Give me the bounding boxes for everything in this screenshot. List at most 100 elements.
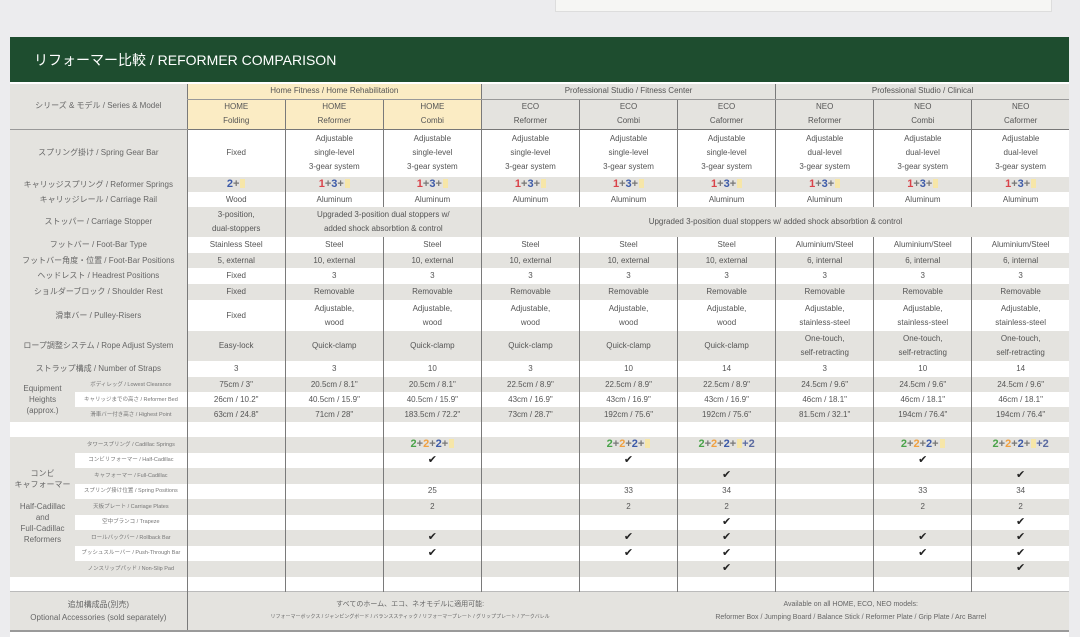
spec-cell: 24.5cm / 9.6" bbox=[775, 377, 874, 392]
spec-cell bbox=[480, 561, 580, 577]
spec-row: 滑車バー / Pulley-Risers Fixed Adjustable, woo… bbox=[10, 300, 1069, 331]
spring-count: + bbox=[533, 178, 540, 190]
spec-cell bbox=[578, 514, 678, 530]
yellow-spring-mark bbox=[541, 179, 546, 188]
model-header: NEO Caformer bbox=[971, 99, 1069, 130]
spec-cell bbox=[578, 561, 678, 577]
spec-cell bbox=[480, 545, 580, 561]
spacer-row bbox=[10, 422, 1069, 437]
spring-count: 1 bbox=[612, 178, 620, 190]
check-icon: ✔ bbox=[721, 469, 732, 482]
check-icon: ✔ bbox=[1016, 531, 1026, 544]
series-model-label: シリーズ & モデル / Series & Model bbox=[10, 84, 188, 130]
spec-cell: 3 bbox=[578, 268, 678, 284]
check-icon: ✔ bbox=[623, 531, 634, 544]
yellow-spring-mark bbox=[1031, 179, 1037, 188]
spec-cell: 40.5cm / 15.9" bbox=[284, 392, 384, 407]
spec-cell bbox=[775, 468, 874, 484]
spec-cell bbox=[284, 561, 384, 577]
spring-count: 2 bbox=[606, 438, 613, 451]
model-header: ECO Reformer bbox=[480, 99, 580, 130]
spec-row: ヘッドレスト / Headrest Positions Fixed 3 3 3 3 3 3 3 3 bbox=[10, 268, 1069, 284]
spring-count: + bbox=[521, 178, 528, 190]
spec-cell: 2+2+2+ bbox=[873, 437, 972, 453]
spec-cell: Adjustable, wood bbox=[382, 300, 482, 331]
model-name: Reformer bbox=[513, 116, 548, 125]
spring-count: + bbox=[1011, 438, 1018, 451]
row-label: 滑車バー / Pulley-Risers bbox=[10, 300, 188, 331]
spec-cell bbox=[382, 514, 482, 530]
spec-row: フットバー / Foot-Bar Type Stainless Steel Stee… bbox=[10, 237, 1069, 253]
model-line: ECO bbox=[521, 102, 540, 111]
spring-count: + bbox=[429, 438, 436, 451]
spec-row: キャリッジレール / Carriage Rail Wood Aluminum Alum… bbox=[10, 192, 1069, 207]
spacer-row bbox=[10, 576, 1069, 592]
spec-cell bbox=[480, 514, 580, 530]
spring-count: 2 bbox=[1005, 438, 1012, 451]
spec-cell: 3 bbox=[382, 268, 482, 284]
spec-cell: Adjustable, stainless-steel bbox=[971, 300, 1069, 331]
group-header-row: シリーズ & モデル / Series & Model Home Fitness … bbox=[10, 84, 1069, 130]
spec-cell: 6, internal bbox=[775, 253, 874, 268]
row-label: ロールバックバー / Rollback Bar bbox=[75, 530, 188, 546]
spec-cell bbox=[873, 514, 972, 530]
spec-cell: 3 bbox=[677, 268, 776, 284]
spec-cell: Adjustable single-level 3-gear system bbox=[284, 129, 384, 177]
spec-cell bbox=[284, 545, 384, 561]
spec-cell bbox=[775, 499, 874, 515]
spec-row: ショルダーブロック / Shoulder Rest Fixed Removable R… bbox=[10, 284, 1069, 300]
spec-cell: 192cm / 75.6" bbox=[677, 407, 776, 422]
spring-count: + bbox=[324, 178, 332, 190]
spec-cell: Quick-clamp bbox=[284, 331, 384, 361]
spec-cell: Upgraded 3-position dual stoppers w/ add… bbox=[284, 207, 482, 237]
spring-count: + bbox=[919, 438, 927, 451]
check-icon: ✔ bbox=[918, 546, 928, 559]
spring-count: + bbox=[337, 178, 344, 190]
spec-cell: Adjustable dual-level 3-gear system bbox=[873, 129, 972, 177]
spec-cell: Aluminum bbox=[775, 192, 874, 207]
yellow-spring-mark bbox=[442, 179, 448, 188]
spec-cell: Easy-lock bbox=[186, 331, 286, 361]
spec-cell: Upgraded 3-position dual stoppers w/ add… bbox=[480, 207, 1069, 237]
check-icon: ✔ bbox=[427, 531, 437, 544]
spec-cell bbox=[186, 468, 286, 484]
spec-cell: 20.5cm / 8.1" bbox=[284, 377, 384, 392]
spring-count: 1 bbox=[711, 178, 718, 190]
spec-cell: Removable bbox=[382, 284, 482, 300]
yellow-spring-mark bbox=[645, 439, 651, 449]
spec-cell bbox=[284, 437, 384, 453]
spec-cell: Stainless Steel bbox=[186, 237, 286, 253]
spring-count: 3 bbox=[527, 178, 534, 190]
spring-count: + bbox=[729, 178, 737, 190]
spec-cell: 3 bbox=[186, 361, 286, 377]
spec-cell: ✔ bbox=[677, 545, 776, 561]
spec-cell: Adjustable, wood bbox=[677, 300, 776, 331]
spec-cell: One-touch, self-retracting bbox=[873, 331, 972, 361]
row-label: タワースプリング / Cadillac Springs bbox=[75, 437, 188, 453]
model-line: ECO bbox=[619, 102, 638, 111]
spec-cell: Adjustable, wood bbox=[480, 300, 580, 331]
spring-count: 3 bbox=[429, 178, 436, 190]
spec-cell: 43cm / 16.9" bbox=[677, 392, 776, 407]
model-name: Combi bbox=[420, 116, 444, 125]
spec-cell: ✔ bbox=[578, 530, 678, 546]
check-icon: ✔ bbox=[721, 546, 732, 559]
spec-cell bbox=[775, 530, 874, 546]
accessories-jp: すべてのホーム、エコ、ネオモデルに適用可能: リフォーマーボックス / ジャンピン… bbox=[270, 598, 549, 624]
spec-cell: 81.5cm / 32.1" bbox=[775, 407, 874, 422]
spring-count: + bbox=[932, 438, 939, 451]
spring-count: + bbox=[704, 438, 712, 451]
spec-cell: Removable bbox=[284, 284, 384, 300]
row-label: ロープ調整システム / Rope Adjust System bbox=[10, 331, 188, 361]
spring-count: 2 bbox=[900, 438, 908, 451]
heights-row: 滑車バー付き高さ / Highest Point 63cm / 24.8" 71cm… bbox=[10, 407, 1069, 422]
spring-count: 2 bbox=[711, 438, 718, 451]
spec-cell: 3 bbox=[971, 268, 1069, 284]
spec-cell: 46cm / 18.1" bbox=[873, 392, 972, 407]
yellow-spring-mark bbox=[240, 179, 246, 188]
spring-count: + bbox=[637, 438, 645, 451]
spec-cell: ✔ bbox=[578, 452, 678, 468]
spec-cell: 33 bbox=[578, 483, 678, 499]
spec-cell: 3 bbox=[775, 361, 874, 377]
spec-cell: Aluminium/Steel bbox=[775, 237, 874, 253]
